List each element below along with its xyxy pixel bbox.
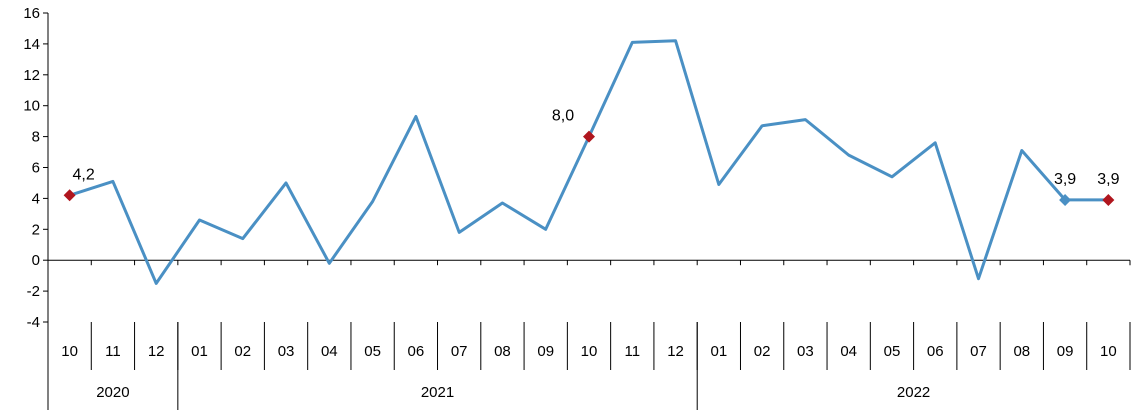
x-tick-label: 11 — [624, 343, 640, 360]
data-point-marker — [63, 189, 76, 202]
x-tick-label: 04 — [321, 343, 338, 360]
series-line — [68, 39, 1110, 285]
x-tick-label: 11 — [105, 343, 121, 360]
x-tick-label: 12 — [148, 343, 165, 360]
x-tick-label: 06 — [408, 343, 425, 360]
year-groups: 2020 2021 2022 — [96, 322, 930, 410]
y-axis-ticks: -4 -2 0 2 4 6 8 10 12 14 16 — [23, 5, 48, 331]
data-label: 3,9 — [1054, 171, 1076, 188]
x-tick-label: 10 — [1100, 343, 1117, 360]
x-tick-label: 08 — [494, 343, 511, 360]
x-tick-label: 09 — [537, 343, 554, 360]
x-tick-label: 01 — [191, 343, 208, 360]
x-tick-label: 04 — [840, 343, 857, 360]
y-tick-label: 12 — [23, 67, 40, 84]
x-tick-label: 12 — [667, 343, 684, 360]
data-point-marker — [1059, 193, 1072, 206]
x-axis-ticks: 10 11 12 01 02 03 04 05 06 07 08 09 10 11 12 01 02 03 04 05… — [47, 260, 1131, 370]
x-tick-label: 08 — [1013, 343, 1030, 360]
data-point-marker — [583, 130, 595, 143]
x-tick-label: 03 — [797, 343, 814, 360]
x-tick-label: 10 — [61, 343, 78, 360]
year-label: 2021 — [421, 384, 454, 401]
x-tick-label: 05 — [364, 343, 381, 360]
year-label: 2020 — [96, 384, 129, 401]
y-tick-label: 8 — [32, 129, 40, 146]
y-tick-label: 6 — [32, 160, 40, 177]
x-tick-label: 01 — [710, 343, 727, 360]
y-tick-label: 0 — [32, 252, 40, 269]
data-point-marker — [1102, 193, 1115, 206]
x-tick-label: 06 — [927, 343, 944, 360]
series-group — [68, 39, 1110, 285]
x-tick-label: 02 — [754, 343, 771, 360]
x-tick-label: 02 — [234, 343, 251, 360]
y-tick-label: 14 — [23, 36, 40, 53]
highlight-markers: 4,2 8,0 3,9 3,9 — [63, 108, 1120, 206]
y-tick-label: 10 — [23, 98, 40, 115]
data-label: 3,9 — [1097, 171, 1119, 188]
y-tick-label: 2 — [32, 221, 40, 238]
y-tick-label: -2 — [27, 283, 40, 300]
y-tick-label: 16 — [23, 5, 40, 22]
x-tick-label: 07 — [451, 343, 468, 360]
x-tick-label: 07 — [970, 343, 987, 360]
data-label: 4,2 — [73, 166, 95, 183]
x-tick-label: 05 — [884, 343, 901, 360]
y-tick-label: 4 — [32, 190, 40, 207]
x-tick-label: 09 — [1057, 343, 1074, 360]
year-label: 2022 — [897, 384, 930, 401]
x-tick-label: 03 — [278, 343, 295, 360]
x-tick-label: 10 — [581, 343, 598, 360]
data-label: 8,0 — [552, 108, 574, 125]
y-tick-label: -4 — [27, 314, 40, 331]
